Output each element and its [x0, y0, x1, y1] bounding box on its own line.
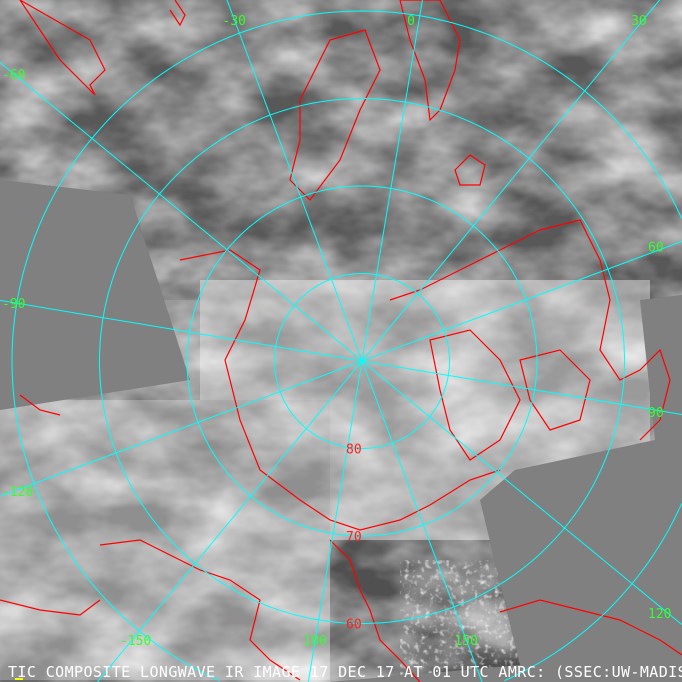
latitude-circle — [274, 273, 450, 449]
latitude-circle — [99, 98, 625, 624]
longitude-label: -150 — [120, 634, 151, 649]
longitude-label: -120 — [2, 485, 33, 500]
longitude-label: 120 — [648, 607, 671, 622]
longitude-line — [0, 62, 363, 362]
cursor-marker — [15, 664, 23, 680]
latitude-label: 80 — [346, 443, 362, 458]
longitude-label: 0 — [407, 14, 415, 29]
longitude-label: 90 — [648, 406, 664, 421]
longitude-label: 180 — [303, 634, 326, 649]
longitude-line — [361, 360, 483, 682]
longitude-label: 150 — [454, 634, 477, 649]
longitude-line — [361, 0, 423, 362]
latitude-label: 60 — [346, 618, 362, 633]
longitude-line — [361, 360, 682, 626]
longitude-line — [361, 0, 660, 362]
longitude-line — [97, 360, 363, 682]
longitude-line — [361, 240, 682, 362]
longitude-line — [226, 0, 363, 362]
longitude-label: 30 — [631, 14, 647, 29]
longitude-line — [0, 299, 363, 362]
grid-labels: 80 70 60 0 30 60 90 120 150 180 -150 -120 -90 -60 -30 — [2, 14, 671, 649]
longitude-line — [307, 360, 363, 682]
longitude-line — [361, 360, 682, 415]
longitude-label: -30 — [223, 14, 246, 29]
latitude-circle — [11, 10, 682, 682]
latitude-label: 70 — [346, 530, 362, 545]
longitude-label: -90 — [2, 297, 25, 312]
longitude-label: -60 — [2, 68, 25, 83]
image-caption: TIC COMPOSITE LONGWAVE IR IMAGE 17 DEC 1… — [8, 663, 682, 681]
longitude-line — [0, 360, 363, 497]
latitude-circle — [186, 185, 538, 537]
longitude-label: 60 — [648, 241, 664, 256]
